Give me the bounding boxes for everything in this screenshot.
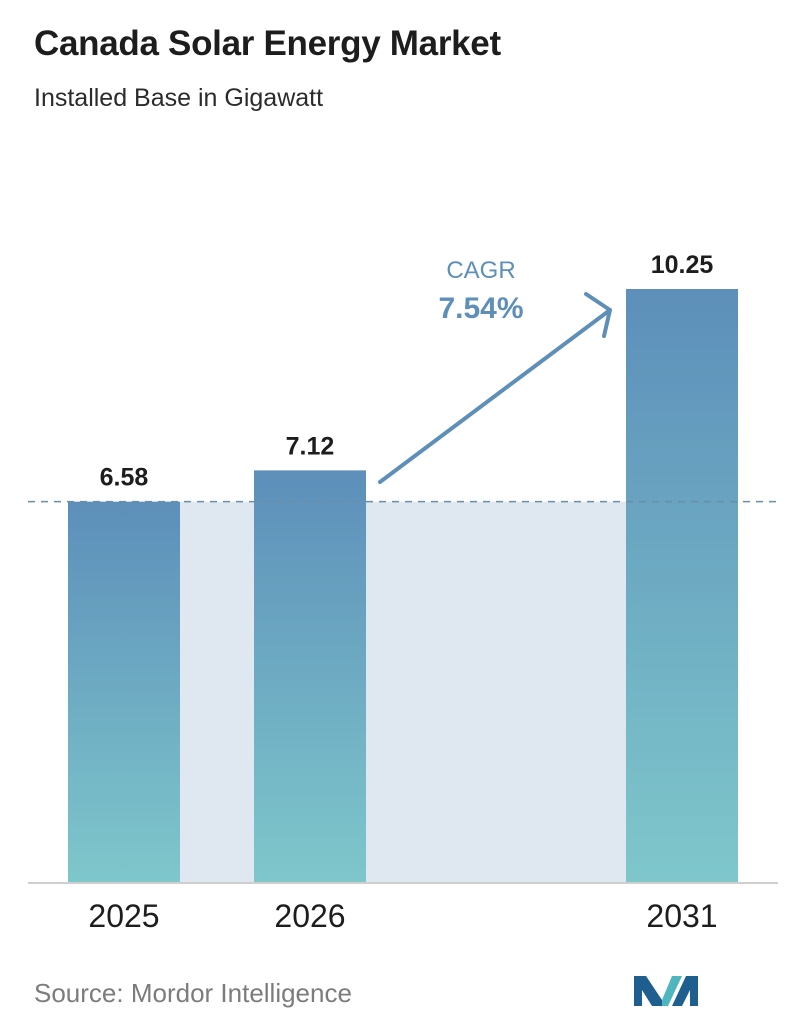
bar-2031 [626,289,738,883]
source-text: Source: Mordor Intelligence [34,978,352,1008]
chart-subtitle: Installed Base in Gigawatt [34,84,324,112]
x-tick-label-2026: 2026 [274,898,345,934]
data-label-2025: 6.58 [100,464,149,492]
chart-title: Canada Solar Energy Market [34,24,501,63]
bar-2025 [68,501,180,883]
data-label-2026: 7.12 [286,432,335,460]
mordor-intelligence-logo-icon [634,976,698,1006]
data-label-2031: 10.25 [651,251,714,279]
x-tick-label-2031: 2031 [646,898,717,934]
bar-2026 [254,470,366,883]
bar-chart: 6.58 7.12 10.25 2025 2026 2031 CAGR 7.54% [28,251,778,934]
cagr-arrow-icon [378,292,612,484]
cagr-value: 7.54% [438,292,523,325]
cagr-label: CAGR [446,257,515,284]
x-tick-label-2025: 2025 [88,898,159,934]
